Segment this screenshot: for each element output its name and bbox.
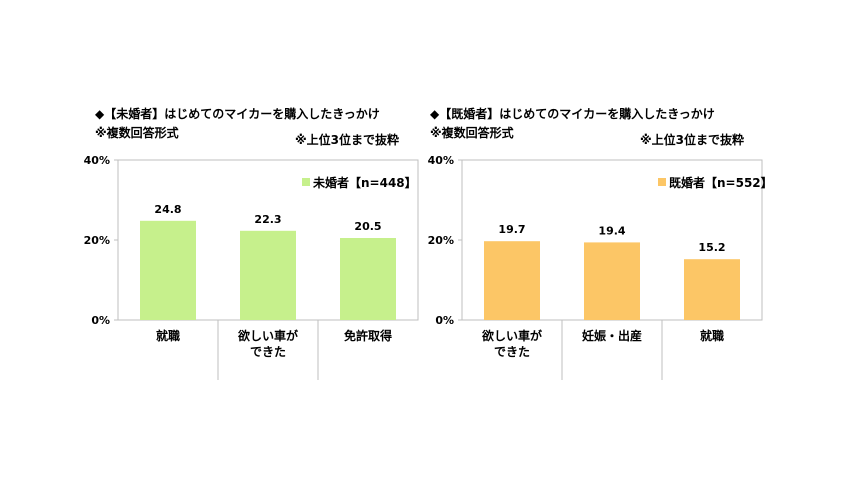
bar bbox=[140, 220, 196, 320]
data-label: 20.5 bbox=[354, 220, 381, 233]
note-multiple-answer: ※複数回答形式 bbox=[430, 126, 514, 140]
category-label: 妊娠・出産 bbox=[582, 328, 642, 343]
legend-swatch bbox=[658, 178, 666, 186]
chart-panel-married: ◆【既婚者】はじめてのマイカーを購入したきっかけ ※複数回答形式 ※上位3位まで… bbox=[427, 0, 853, 488]
bar bbox=[240, 230, 296, 320]
data-label: 24.8 bbox=[154, 203, 181, 216]
category-label: 欲しい車ができた bbox=[237, 328, 298, 359]
data-label: 19.7 bbox=[498, 223, 525, 236]
chart-title: ◆【未婚者】はじめてのマイカーを購入したきっかけ bbox=[95, 107, 380, 121]
note-top-three: ※上位3位まで抜粋 bbox=[295, 133, 400, 147]
chart-title: ◆【既婚者】はじめてのマイカーを購入したきっかけ bbox=[430, 107, 715, 121]
data-label: 19.4 bbox=[598, 224, 625, 237]
bar-chart-unmarried: 0% 20% 40% 24.8 就職 22.3 欲しい車ができた 20.5 免許取得 未婚者【n=… bbox=[84, 154, 419, 380]
data-label: 15.2 bbox=[698, 241, 725, 254]
y-tick-label: 40% bbox=[84, 154, 110, 167]
category-label: 免許取得 bbox=[344, 328, 392, 343]
bar-chart-married: 0% 20% 40% 19.7 欲しい車ができた 19.4 妊娠・出産 15.2 就職 既婚者【n… bbox=[428, 154, 773, 380]
y-tick-label: 20% bbox=[84, 234, 110, 247]
bar bbox=[684, 259, 740, 320]
note-multiple-answer: ※複数回答形式 bbox=[95, 126, 179, 140]
category-label: 欲しい車ができた bbox=[481, 328, 542, 359]
legend-label: 既婚者【n=552】 bbox=[669, 175, 773, 190]
legend-swatch bbox=[302, 178, 310, 186]
y-tick-label: 40% bbox=[428, 154, 454, 167]
legend-label: 未婚者【n=448】 bbox=[312, 175, 417, 190]
category-label: 就職 bbox=[156, 328, 180, 343]
category-label: 就職 bbox=[700, 328, 724, 343]
bar bbox=[584, 242, 640, 320]
bar bbox=[340, 238, 396, 320]
y-tick-label: 0% bbox=[435, 314, 454, 327]
y-tick-label: 0% bbox=[91, 314, 110, 327]
note-top-three: ※上位3位まで抜粋 bbox=[640, 133, 745, 147]
bar bbox=[484, 241, 540, 320]
data-label: 22.3 bbox=[254, 213, 281, 226]
chart-panel-unmarried: ◆【未婚者】はじめてのマイカーを購入したきっかけ ※複数回答形式 ※上位3位まで… bbox=[0, 0, 426, 488]
y-tick-label: 20% bbox=[428, 234, 454, 247]
